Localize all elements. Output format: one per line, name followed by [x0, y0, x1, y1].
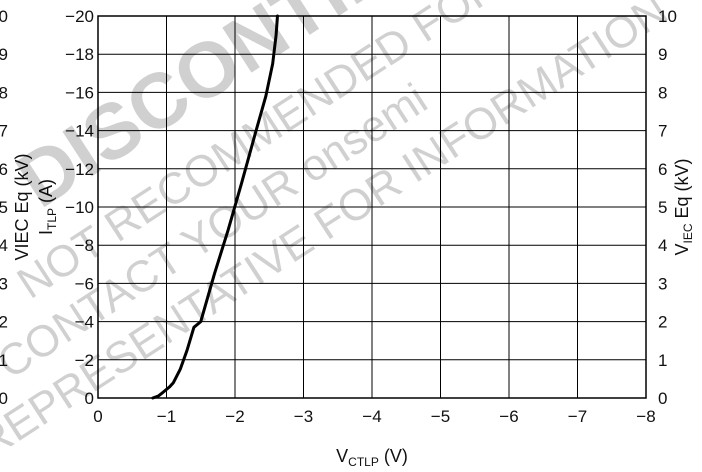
clipped-left-axis-label: VIEC Eq (kV): [12, 153, 32, 260]
clipped-left-tick-label: 4: [0, 236, 8, 255]
x-tick-label: −1: [157, 407, 176, 426]
y-left-axis-label: ITLP (A): [36, 179, 59, 235]
x-tick-label: 0: [93, 407, 102, 426]
clipped-left-tick-label: 10: [0, 7, 8, 26]
y-left-tick-label: −16: [65, 83, 94, 102]
x-tick-label: −2: [225, 407, 244, 426]
y-right-tick-label: 1: [658, 351, 667, 370]
y-left-tick-label: −8: [75, 236, 94, 255]
y-left-tick-label: −4: [75, 313, 94, 332]
x-tick-label: −8: [636, 407, 655, 426]
clipped-left-tick-label: 6: [0, 160, 8, 179]
clipped-left-tick-label: 9: [0, 45, 8, 64]
y-left-tick-label: −18: [65, 45, 94, 64]
clipped-left-tick-label: 8: [0, 83, 8, 102]
x-axis-label: VCTLP (V): [336, 446, 408, 469]
x-tick-label: −3: [294, 407, 313, 426]
y-left-tick-label: −2: [75, 351, 94, 370]
y-left-tick-label: −6: [75, 274, 94, 293]
y-right-tick-label: 8: [658, 83, 667, 102]
y-left-tick-label: −14: [65, 122, 94, 141]
clipped-left-tick-label: 0: [0, 389, 8, 408]
y-left-tick-label: −20: [65, 7, 94, 26]
y-right-tick-label: 10: [658, 7, 677, 26]
y-left-tick-label: −10: [65, 198, 94, 217]
plot-frame: [97, 15, 647, 399]
y-right-tick-label: 4: [658, 236, 667, 255]
y-left-tick-label: −12: [65, 160, 94, 179]
x-tick-label: −7: [568, 407, 587, 426]
y-right-tick-label: 3: [658, 274, 667, 293]
y-right-tick-label: 2: [658, 313, 667, 332]
x-tick-label: −4: [362, 407, 381, 426]
y-left-tick-labels: 0 −2 −4 −6 −8 −10 −12 −14 −16 −18 −20: [65, 7, 94, 408]
y-right-tick-label: 5: [658, 198, 667, 217]
x-tick-label: −5: [431, 407, 450, 426]
x-tick-label: −6: [499, 407, 518, 426]
clipped-left-tick-label: 7: [0, 122, 8, 141]
left-clipped-labels: 109876543210: [0, 7, 8, 408]
clipped-left-tick-label: 1: [0, 351, 8, 370]
clipped-left-tick-label: 5: [0, 198, 8, 217]
y-right-tick-label: 0: [658, 389, 667, 408]
y-right-axis-label: VIEC Eq (kV): [672, 158, 695, 255]
y-right-tick-label: 9: [658, 45, 667, 64]
x-tick-labels: 0 −1 −2 −3 −4 −5 −6 −7 −8: [93, 407, 655, 426]
y-left-tick-label: 0: [85, 389, 94, 408]
grid-lines: [97, 15, 647, 399]
clipped-left-tick-label: 2: [0, 313, 8, 332]
y-right-tick-labels: 0 1 2 3 4 5 6 7 8 9 10: [658, 7, 677, 408]
y-right-tick-label: 7: [658, 122, 667, 141]
tlp-curve-line: [151, 14, 279, 400]
y-right-tick-label: 6: [658, 160, 667, 179]
clipped-left-tick-label: 3: [0, 274, 8, 293]
